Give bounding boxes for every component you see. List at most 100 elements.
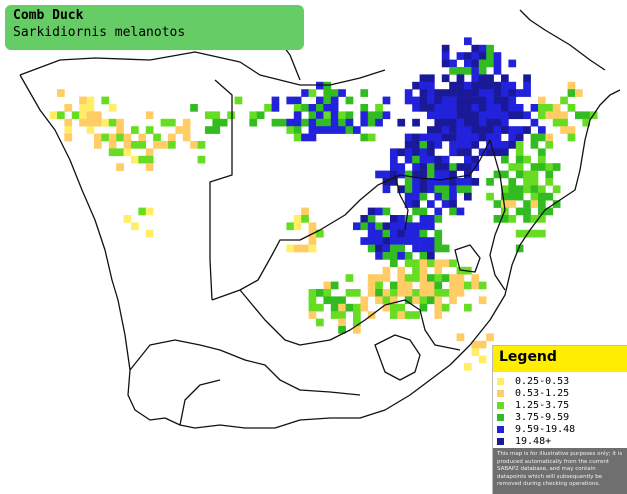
atlas-cell <box>375 289 383 297</box>
atlas-cell <box>441 185 450 194</box>
atlas-cell <box>323 81 332 90</box>
atlas-cell <box>138 207 147 216</box>
atlas-cell <box>153 141 161 149</box>
atlas-cell <box>404 274 413 282</box>
atlas-cell <box>464 141 472 149</box>
atlas-cell <box>412 229 420 238</box>
atlas-cell <box>293 111 302 120</box>
boundary-line <box>19 51 386 86</box>
atlas-cell <box>449 207 457 216</box>
atlas-cell <box>486 178 494 186</box>
atlas-cell <box>308 104 317 112</box>
atlas-cell <box>427 296 435 305</box>
atlas-cell <box>404 281 413 290</box>
atlas-cell <box>552 163 561 171</box>
atlas-cell <box>471 81 480 90</box>
atlas-cell <box>471 178 480 186</box>
atlas-cell <box>353 303 361 312</box>
atlas-cell <box>330 303 339 312</box>
atlas-cell <box>471 89 480 97</box>
atlas-cell <box>434 96 443 105</box>
boundary-line <box>179 379 221 426</box>
atlas-cell <box>434 133 443 142</box>
atlas-cell <box>471 155 480 164</box>
atlas-cell <box>412 81 420 90</box>
atlas-cell <box>316 111 324 120</box>
atlas-cell <box>116 118 124 127</box>
atlas-cell <box>464 303 472 312</box>
atlas-cell <box>434 118 443 127</box>
atlas-cell <box>412 185 420 194</box>
atlas-cell <box>523 200 531 208</box>
atlas-cell <box>419 259 428 268</box>
legend-swatch <box>497 390 504 397</box>
atlas-cell <box>508 96 517 105</box>
atlas-cell <box>538 215 546 223</box>
atlas-cell <box>478 89 487 97</box>
atlas-cell <box>486 118 494 127</box>
atlas-cell <box>501 148 509 157</box>
atlas-cell <box>338 126 346 134</box>
atlas-cell <box>360 237 369 245</box>
atlas-cell <box>412 148 420 157</box>
atlas-cell <box>94 118 102 127</box>
atlas-cell <box>471 141 480 149</box>
atlas-cell <box>515 163 524 171</box>
atlas-cell <box>419 207 428 216</box>
atlas-cell <box>538 185 546 194</box>
atlas-cell <box>308 222 317 231</box>
atlas-cell <box>197 141 206 149</box>
atlas-cell <box>330 111 339 120</box>
atlas-cell <box>419 215 428 223</box>
atlas-cell <box>419 281 428 290</box>
atlas-cell <box>316 303 324 312</box>
atlas-cell <box>301 244 309 253</box>
atlas-cell <box>316 81 324 90</box>
atlas-cell <box>449 96 457 105</box>
atlas-cell <box>441 52 450 60</box>
atlas-cell <box>478 44 487 53</box>
atlas-cell <box>382 244 391 253</box>
atlas-cell <box>419 185 428 194</box>
atlas-cell <box>456 52 465 60</box>
atlas-cell <box>353 222 361 231</box>
atlas-cell <box>449 192 457 201</box>
atlas-cell <box>449 141 457 149</box>
atlas-cell <box>197 155 206 164</box>
atlas-cell <box>493 89 502 97</box>
legend-header: Legend <box>493 346 627 372</box>
atlas-cell <box>293 215 302 223</box>
atlas-cell <box>382 237 391 245</box>
atlas-cell <box>523 89 531 97</box>
atlas-cell <box>456 96 465 105</box>
atlas-cell <box>353 318 361 327</box>
atlas-cell <box>316 318 324 327</box>
atlas-cell <box>567 126 576 134</box>
atlas-cell <box>538 163 546 171</box>
atlas-cell <box>456 133 465 142</box>
atlas-cell <box>375 170 383 179</box>
atlas-cell <box>486 74 494 83</box>
legend-label: 0.53-1.25 <box>515 388 570 399</box>
atlas-cell <box>404 237 413 245</box>
atlas-cell <box>538 155 546 164</box>
atlas-cell <box>390 237 398 245</box>
atlas-cell <box>434 259 443 268</box>
legend-swatch <box>497 378 504 385</box>
atlas-cell <box>464 133 472 142</box>
atlas-cell <box>375 274 383 282</box>
atlas-cell <box>390 252 398 260</box>
atlas-cell <box>449 274 457 282</box>
atlas-cell <box>464 104 472 112</box>
atlas-cell <box>567 133 576 142</box>
atlas-cell <box>412 118 420 127</box>
atlas-cell <box>545 192 554 201</box>
atlas-cell <box>404 311 413 319</box>
atlas-cell <box>412 163 420 171</box>
atlas-cell <box>375 296 383 305</box>
atlas-cell <box>515 207 524 216</box>
atlas-cell <box>478 67 487 75</box>
atlas-cell <box>145 163 154 171</box>
atlas-cell <box>427 133 435 142</box>
